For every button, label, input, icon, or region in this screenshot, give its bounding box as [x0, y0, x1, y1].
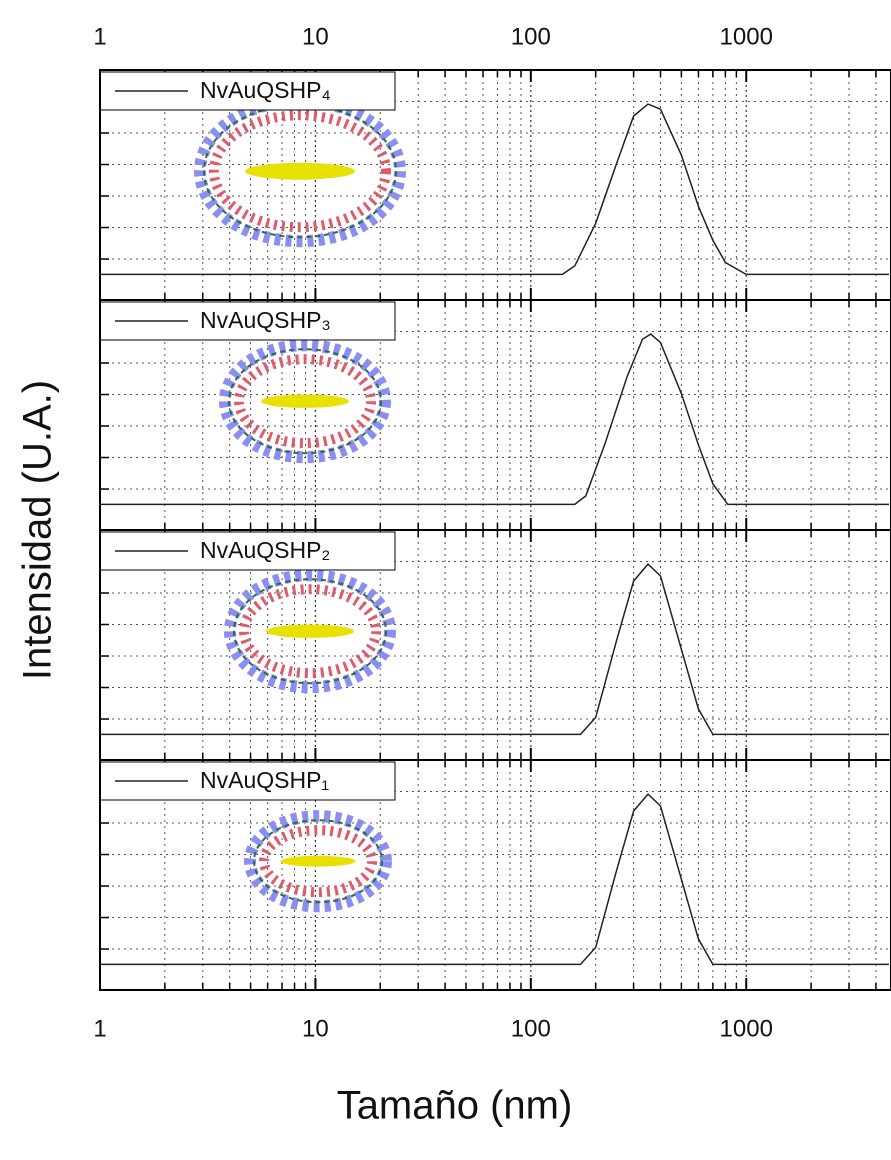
particle-core: [266, 624, 354, 638]
x-axis-title: Tamaño (nm): [337, 1084, 573, 1128]
legend-label: NvAuQSHP₁: [200, 767, 329, 793]
x-tick-label: 1: [93, 1015, 106, 1042]
series-line: [100, 333, 889, 506]
particle-corona: [234, 354, 376, 449]
x-tick-label: 100: [511, 23, 551, 50]
x-tick-label: 10: [302, 23, 329, 50]
particle-outline: [253, 819, 383, 904]
particle-outline: [228, 348, 382, 455]
panel: NvAuQSHP₂: [99, 529, 891, 761]
panel: 1 10 100 1000 NvAuQSHP₄: [93, 23, 891, 301]
particle-core: [245, 162, 355, 180]
particle-outline: [233, 578, 387, 685]
x-tick-label: 1: [93, 23, 106, 50]
particle-corona: [209, 110, 391, 233]
particle-shell: [244, 810, 392, 913]
panel-frame: [99, 759, 891, 991]
panel: NvAuQSHP₃: [99, 299, 891, 531]
particle-core: [261, 394, 349, 408]
series-line: [100, 103, 889, 276]
particle-shell: [219, 339, 391, 464]
particle-core: [280, 855, 356, 867]
particle-corona: [259, 825, 377, 898]
legend-label: NvAuQSHP₂: [200, 537, 330, 563]
particle-corona: [239, 584, 381, 679]
legend-label: NvAuQSHP₄: [200, 77, 331, 103]
legend-label: NvAuQSHP₃: [200, 307, 331, 333]
particle-shell: [194, 95, 406, 248]
particle-outline: [203, 104, 397, 239]
x-tick-label: 100: [511, 1015, 551, 1042]
series-line: [100, 563, 889, 736]
series-line: [100, 793, 889, 966]
panel: 1 10 100 1000 NvAuQSHP₁: [93, 759, 891, 1042]
x-tick-label: 10: [302, 1015, 329, 1042]
particle-shell: [224, 569, 396, 694]
x-tick-label: 1000: [720, 1015, 773, 1042]
y-axis-title: Intensidad (U.A.): [16, 380, 60, 680]
x-tick-label: 1000: [720, 23, 773, 50]
